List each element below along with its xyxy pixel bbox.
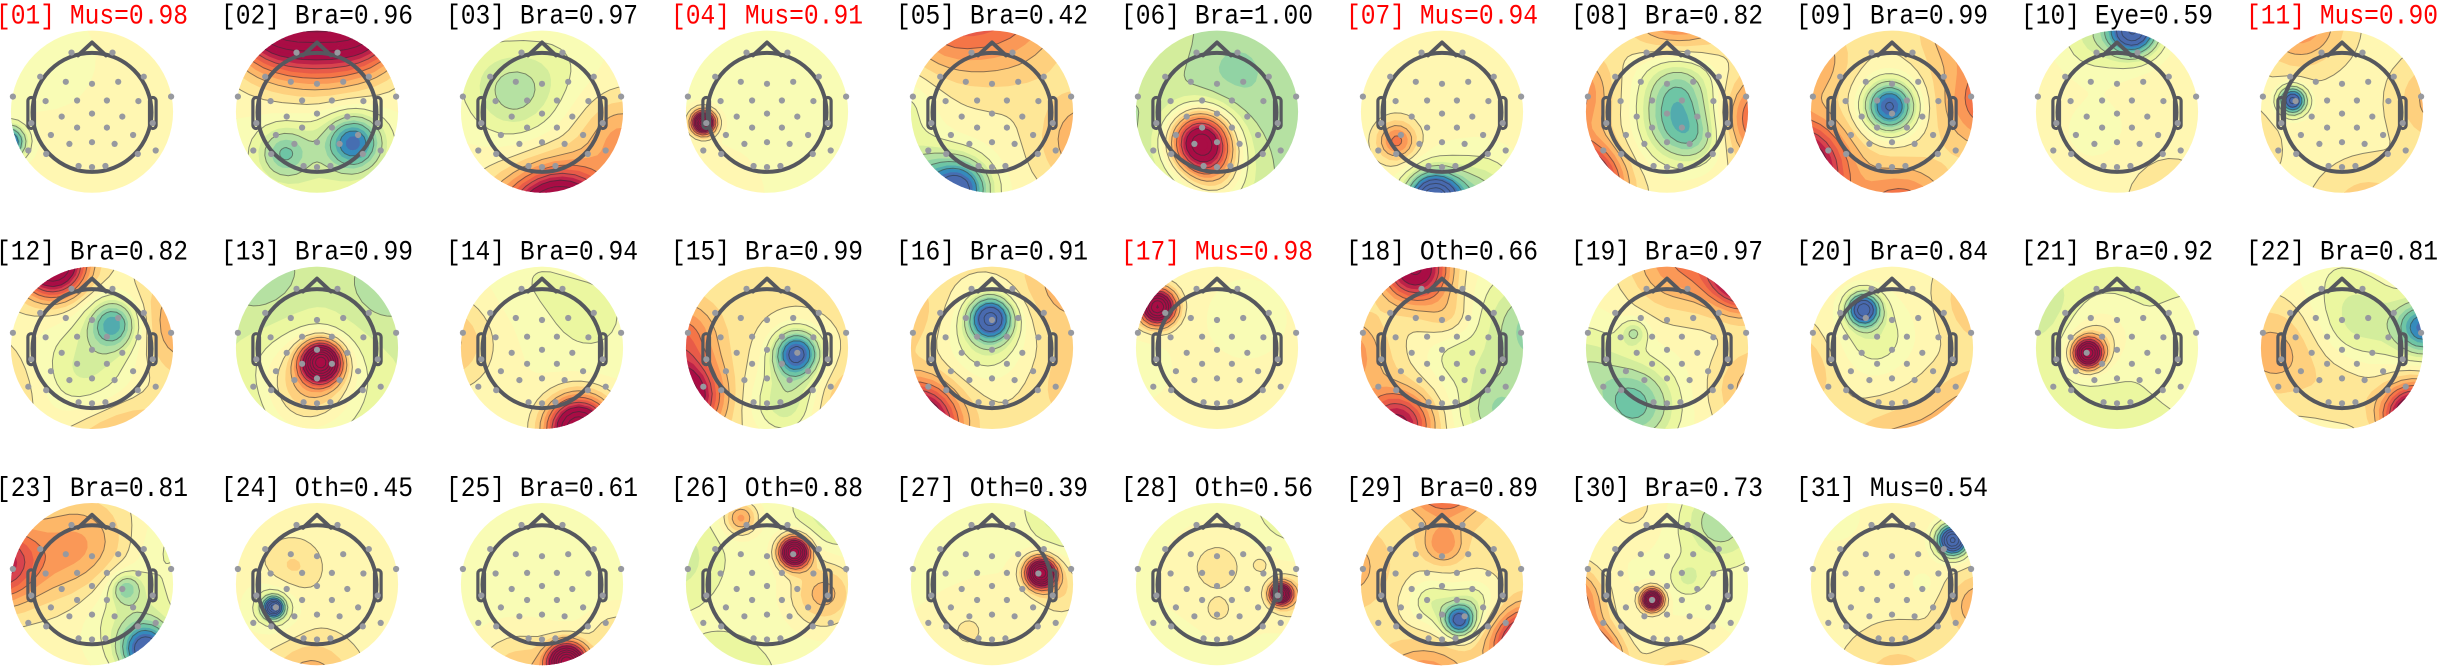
svg-text:[27] Oth=0.39: [27] Oth=0.39: [896, 474, 1088, 505]
svg-text:[12] Bra=0.82: [12] Bra=0.82: [0, 238, 188, 269]
svg-text:[15] Bra=0.99: [15] Bra=0.99: [671, 238, 863, 269]
svg-text:[18] Oth=0.66: [18] Oth=0.66: [1346, 238, 1538, 269]
svg-text:[11] Mus=0.90: [11] Mus=0.90: [2246, 2, 2438, 33]
svg-text:[25] Bra=0.61: [25] Bra=0.61: [446, 474, 638, 505]
svg-text:[05] Bra=0.42: [05] Bra=0.42: [896, 2, 1088, 33]
svg-text:[06] Bra=1.00: [06] Bra=1.00: [1121, 2, 1313, 33]
svg-text:[14] Bra=0.94: [14] Bra=0.94: [446, 238, 638, 269]
svg-text:[23] Bra=0.81: [23] Bra=0.81: [0, 474, 188, 505]
svg-text:[22] Bra=0.81: [22] Bra=0.81: [2246, 238, 2438, 269]
svg-text:[02] Bra=0.96: [02] Bra=0.96: [221, 2, 413, 33]
svg-text:[28] Oth=0.56: [28] Oth=0.56: [1121, 474, 1313, 505]
svg-text:[04] Mus=0.91: [04] Mus=0.91: [671, 2, 863, 33]
svg-text:[24] Oth=0.45: [24] Oth=0.45: [221, 474, 413, 505]
svg-text:[10] Eye=0.59: [10] Eye=0.59: [2021, 2, 2213, 33]
svg-text:[01] Mus=0.98: [01] Mus=0.98: [0, 2, 188, 33]
svg-text:[09] Bra=0.99: [09] Bra=0.99: [1796, 2, 1988, 33]
svg-text:[31] Mus=0.54: [31] Mus=0.54: [1796, 474, 1988, 505]
svg-text:[08] Bra=0.82: [08] Bra=0.82: [1571, 2, 1763, 33]
svg-text:[26] Oth=0.88: [26] Oth=0.88: [671, 474, 863, 505]
svg-text:[16] Bra=0.91: [16] Bra=0.91: [896, 238, 1088, 269]
svg-text:[07] Mus=0.94: [07] Mus=0.94: [1346, 2, 1538, 33]
svg-text:[13] Bra=0.99: [13] Bra=0.99: [221, 238, 413, 269]
svg-text:[17] Mus=0.98: [17] Mus=0.98: [1121, 238, 1313, 269]
svg-text:[30] Bra=0.73: [30] Bra=0.73: [1571, 474, 1763, 505]
svg-text:[29] Bra=0.89: [29] Bra=0.89: [1346, 474, 1538, 505]
svg-text:[21] Bra=0.92: [21] Bra=0.92: [2021, 238, 2213, 269]
svg-text:[20] Bra=0.84: [20] Bra=0.84: [1796, 238, 1988, 269]
svg-text:[19] Bra=0.97: [19] Bra=0.97: [1571, 238, 1763, 269]
svg-text:[03] Bra=0.97: [03] Bra=0.97: [446, 2, 638, 33]
